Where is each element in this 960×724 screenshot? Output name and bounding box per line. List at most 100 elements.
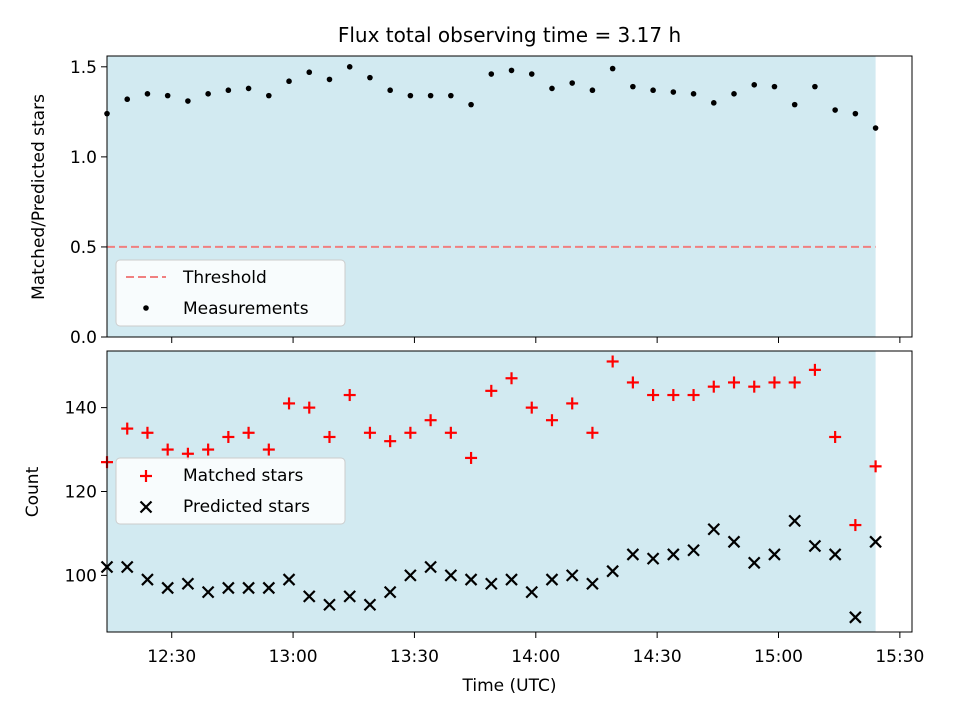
x-tick-label: 15:30: [875, 647, 924, 667]
predicted-stars-point: [586, 577, 599, 591]
measurements-point: [185, 98, 191, 104]
matched-stars-point: [707, 380, 720, 393]
measurements-point: [124, 96, 131, 103]
bottom-legend-box: [115, 457, 346, 525]
predicted-stars-point: [606, 564, 619, 578]
predicted-stars-point-b: [444, 569, 458, 582]
matched-stars-point: [626, 376, 639, 389]
y-tick-label: 0.5: [70, 238, 97, 258]
predicted-stars-point: [565, 569, 579, 582]
matched-stars-point: [444, 426, 457, 439]
predicted-stars-point: [424, 560, 437, 574]
measurements-point: [569, 80, 576, 86]
matched-stars-point: [141, 426, 154, 439]
measurements-point: [427, 92, 434, 99]
predicted-legend-label: Predicted stars: [183, 497, 310, 517]
measurements-point: [225, 87, 232, 94]
measurements-point: [549, 85, 555, 92]
measurements-point: [266, 92, 272, 99]
matched-stars-point: [525, 401, 538, 414]
measurements-point: [710, 100, 717, 106]
measurements-point: [326, 76, 333, 83]
predicted-stars-point-b: [505, 573, 518, 586]
measurements-point: [306, 69, 313, 76]
matched-stars-point: [404, 426, 417, 439]
predicted-stars-point-b: [141, 573, 154, 586]
measurements-point: [589, 87, 596, 94]
measurements-point: [650, 87, 656, 94]
matched-stars-point: [262, 443, 275, 456]
predicted-stars-point: [687, 543, 700, 557]
predicted-stars-point-b: [606, 564, 619, 578]
chart-title: Flux total observing time = 3.17 h: [338, 23, 681, 47]
matched-stars-point: [242, 426, 255, 439]
predicted-stars-point-b: [667, 548, 680, 561]
matched-stars-point: [545, 414, 558, 427]
y-tick-label: 100: [65, 566, 97, 586]
measurements-point: [771, 83, 778, 90]
top-legend-box: [115, 259, 346, 327]
predicted-stars-point: [869, 535, 882, 549]
predicted-stars-point-b: [404, 569, 417, 582]
predicted-stars-point: [707, 522, 721, 536]
measurements-point: [488, 71, 495, 77]
matched-stars-point: [505, 372, 518, 385]
predicted-stars-point-b: [586, 577, 599, 591]
predicted-stars-point: [849, 611, 862, 624]
y-tick-label: 120: [65, 483, 97, 503]
predicted-stars-point-b: [161, 581, 174, 595]
measurements-point: [468, 101, 474, 108]
predicted-stars-point: [525, 585, 539, 599]
matched-stars-point: [768, 376, 781, 389]
predicted-stars-point-b: [646, 552, 660, 565]
predicted-stars-point: [667, 548, 680, 561]
measurements-point: [245, 85, 252, 92]
matched-stars-point: [363, 426, 376, 439]
predicted-stars-point: [383, 585, 397, 599]
predicted-legend-handle: [139, 500, 153, 514]
predicted-stars-point-b: [201, 585, 215, 599]
measurements-point: [751, 82, 758, 88]
predicted-legend-handle-b: [139, 500, 153, 514]
predicted-stars-point: [828, 548, 842, 561]
predicted-stars-point: [282, 573, 296, 586]
bottom-panel: 100 120 140 12:30 13:00 13:30 14:00 14:30 15:00…: [23, 350, 924, 696]
matched-stars-point: [849, 519, 862, 532]
predicted-stars-point-b: [869, 535, 882, 549]
predicted-stars-point-b: [343, 590, 356, 603]
predicted-stars-point: [262, 581, 276, 595]
predicted-stars-point: [808, 539, 822, 553]
matched-stars-point: [323, 430, 336, 443]
top-legend: Threshold Measurements: [115, 259, 346, 327]
x-tick-label: 13:30: [390, 647, 439, 667]
predicted-stars-point: [323, 598, 336, 612]
predicted-stars-point-b: [626, 548, 640, 561]
matched-stars-point: [465, 451, 478, 464]
bottom-y-axis-label: Count: [23, 466, 43, 517]
measurements-point: [346, 64, 353, 70]
predicted-stars-point: [727, 535, 741, 549]
y-tick-label: 140: [65, 399, 97, 419]
measurements-point: [286, 78, 292, 85]
predicted-stars-point-b: [485, 577, 498, 591]
x-tick-label: 12:30: [147, 647, 196, 667]
predicted-stars-point-b: [849, 611, 862, 624]
predicted-stars-point: [141, 573, 154, 586]
matched-legend-handle: [140, 470, 152, 482]
predicted-stars-point: [788, 514, 801, 528]
predicted-stars-point: [626, 548, 640, 561]
measurements-point: [852, 110, 859, 117]
x-tick-label: 15:00: [754, 647, 803, 667]
matched-stars-point: [161, 443, 174, 456]
measurements-point: [205, 91, 211, 97]
top-y-axis-label: Matched/Predicted stars: [29, 94, 49, 300]
matched-stars-point: [222, 430, 235, 443]
predicted-stars-point-b: [828, 548, 842, 561]
measurements-point: [144, 91, 151, 97]
matched-stars-point: [121, 422, 134, 435]
measurements-point: [448, 92, 454, 99]
predicted-stars-point-b: [788, 514, 801, 528]
predicted-stars-point-b: [565, 569, 579, 582]
measurements-point: [812, 83, 818, 90]
predicted-stars-point-b: [282, 573, 296, 586]
